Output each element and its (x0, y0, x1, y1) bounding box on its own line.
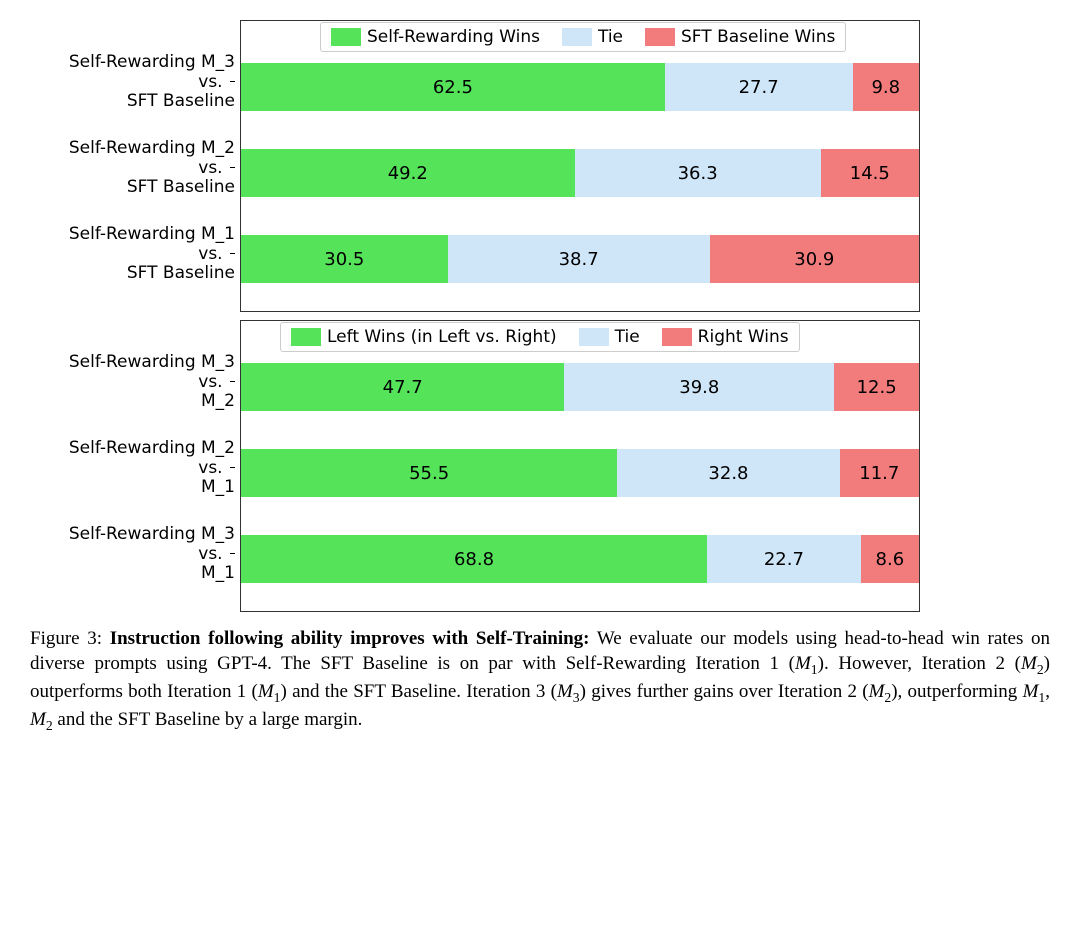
legend-label: Tie (615, 327, 640, 347)
plot-area-top: Self-Rewarding M_3vs. SFT Baseline62.527… (240, 20, 920, 312)
y-axis-label: Self-Rewarding M_2vs. SFT Baseline (30, 139, 241, 198)
segment-lose: 12.5 (834, 363, 919, 411)
stacked-bar: 47.739.812.5 (241, 363, 919, 411)
legend-label: SFT Baseline Wins (681, 27, 835, 47)
segment-lose: 14.5 (821, 149, 919, 197)
legend-swatch (562, 28, 592, 46)
segment-tie: 27.7 (665, 63, 853, 111)
segment-lose: 9.8 (853, 63, 919, 111)
legend-item: Left Wins (in Left vs. Right) (291, 327, 557, 347)
segment-lose: 8.6 (861, 535, 919, 583)
segment-lose: 11.7 (840, 449, 919, 497)
y-axis-label: Self-Rewarding M_3vs. SFT Baseline (30, 53, 241, 112)
segment-tie: 32.8 (617, 449, 839, 497)
legend-label: Tie (598, 27, 623, 47)
stacked-bar: 55.532.811.7 (241, 449, 919, 497)
legend-swatch (662, 328, 692, 346)
legend-label: Self-Rewarding Wins (367, 27, 540, 47)
legend-label: Right Wins (698, 327, 789, 347)
segment-tie: 39.8 (564, 363, 834, 411)
legend-bottom: Left Wins (in Left vs. Right) Tie Right Wi… (280, 322, 800, 352)
segment-win: 68.8 (241, 535, 707, 583)
legend-top: Self-Rewarding Wins Tie SFT Baseline Wins (320, 22, 846, 52)
y-axis-label: Self-Rewarding M_2vs. M_1 (30, 439, 241, 498)
y-axis-label: Self-Rewarding M_3vs. M_1 (30, 525, 241, 584)
legend-swatch (645, 28, 675, 46)
legend-item: Right Wins (662, 327, 789, 347)
chart-top: Self-Rewarding WinsTieSFT Baseline Wins … (30, 20, 1050, 312)
y-axis-label: Self-Rewarding M_3vs. M_2 (30, 353, 241, 412)
stacked-bar: 49.236.314.5 (241, 149, 919, 197)
legend-item: Tie (562, 27, 623, 47)
y-axis-label: Self-Rewarding M_1vs. SFT Baseline (30, 225, 241, 284)
stacked-bar: 68.822.78.6 (241, 535, 919, 583)
segment-tie: 22.7 (707, 535, 861, 583)
segment-win: 30.5 (241, 235, 448, 283)
legend-item: Self-Rewarding Wins (331, 27, 540, 47)
figure-title: Instruction following ability improves w… (110, 628, 590, 649)
segment-tie: 36.3 (575, 149, 821, 197)
stacked-bar: 30.538.730.9 (241, 235, 919, 283)
legend-label: Left Wins (in Left vs. Right) (327, 327, 557, 347)
stacked-bar: 62.527.79.8 (241, 63, 919, 111)
segment-win: 49.2 (241, 149, 575, 197)
figure-caption: Figure 3: Instruction following ability … (30, 626, 1050, 735)
segment-win: 62.5 (241, 63, 665, 111)
segment-win: 47.7 (241, 363, 564, 411)
figure-label: Figure 3: (30, 628, 102, 649)
legend-item: SFT Baseline Wins (645, 27, 835, 47)
segment-win: 55.5 (241, 449, 617, 497)
segment-lose: 30.9 (710, 235, 919, 283)
segment-tie: 38.7 (448, 235, 710, 283)
legend-swatch (331, 28, 361, 46)
legend-swatch (579, 328, 609, 346)
legend-swatch (291, 328, 321, 346)
plot-area-bottom: Self-Rewarding M_3vs. M_247.739.812.5Sel… (240, 320, 920, 612)
chart-bottom: Left Wins (in Left vs. Right) Tie Right Wi… (30, 320, 1050, 612)
legend-item: Tie (579, 327, 640, 347)
